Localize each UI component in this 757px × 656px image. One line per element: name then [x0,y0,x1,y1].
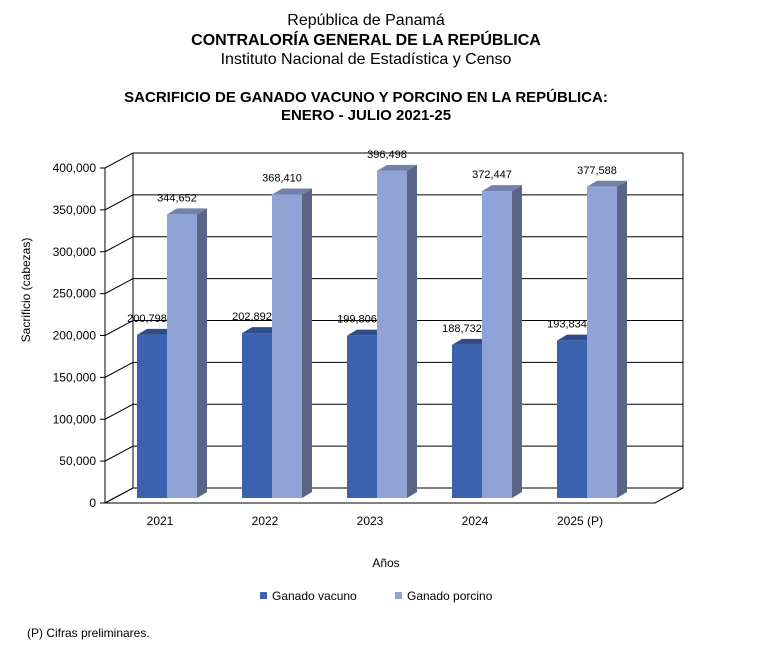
data-label: 202,892 [232,311,272,323]
chart-subtitle: ENERO - JULIO 2021-25 [280,107,452,124]
data-label: 199,806 [337,314,377,326]
bar-vacuno [452,344,482,498]
bar-porcino [482,191,512,499]
y-tick-label: 400,000 [53,161,97,175]
side-wall-line [104,194,134,211]
bar-side [617,180,627,498]
x-tick-label: 2023 [357,514,384,528]
bar-porcino [587,186,617,498]
y-tick-label: 300,000 [53,245,97,259]
header-institute: Instituto Nacional de Estadística y Cens… [220,51,512,68]
y-tick-label: 0 [89,496,96,510]
y-axis-title: Sacrificio (cabezas) [19,238,33,343]
chart-floor [104,487,684,504]
chart-title: SACRIFICIO DE GANADO VACUNO Y PORCINO EN… [124,89,608,106]
data-label: 188,732 [442,323,482,335]
x-tick-label: 2022 [252,514,279,528]
bar-top [167,208,207,215]
bar-porcino [377,170,407,498]
bar-vacuno [242,333,272,498]
side-wall-line [104,445,134,462]
legend-label: Ganado porcino [407,589,493,603]
bar-vacuno [347,335,377,498]
bar-side [197,208,207,498]
x-axis-title: Años [372,556,399,570]
bar-vacuno [557,340,587,498]
bar-side [512,185,522,499]
legend-label: Ganado vacuno [272,589,357,603]
bar-vacuno [137,334,167,498]
bar-top [272,188,312,195]
y-tick-label: 150,000 [53,370,97,384]
data-label: 396,498 [367,149,407,161]
header-institution: CONTRALORÍA GENERAL DE LA REPÚBLICA [191,32,541,49]
side-wall-line [104,403,134,420]
data-label: 193,834 [547,319,587,331]
bar-top [482,185,522,192]
bar-porcino [272,194,302,499]
bar-top [377,164,417,171]
side-wall-line [104,152,134,169]
side-wall-line [104,320,134,336]
data-label: 368,410 [262,172,302,184]
y-tick-label: 50,000 [59,454,96,468]
bar-side [407,164,417,498]
x-tick-label: 2025 (P) [557,514,603,528]
side-wall-line [104,278,134,295]
y-tick-label: 350,000 [53,203,97,217]
data-label: 372,447 [472,169,512,181]
x-tick-label: 2024 [462,514,489,528]
side-wall-line [104,361,134,378]
legend-swatch [395,592,402,599]
data-label: 200,798 [127,313,167,325]
y-tick-label: 200,000 [53,329,97,343]
bar-side [302,188,312,499]
side-wall-line [104,236,134,253]
data-label: 344,652 [157,192,197,204]
bar-porcino [167,214,197,498]
y-tick-label: 250,000 [53,287,97,301]
header-country: República de Panamá [287,12,445,29]
footnote: (P) Cifras preliminares. [27,626,150,640]
bar-top [587,180,627,187]
y-tick-label: 100,000 [53,412,97,426]
legend-swatch [260,592,267,599]
data-label: 377,588 [577,165,617,177]
x-tick-label: 2021 [147,514,174,528]
